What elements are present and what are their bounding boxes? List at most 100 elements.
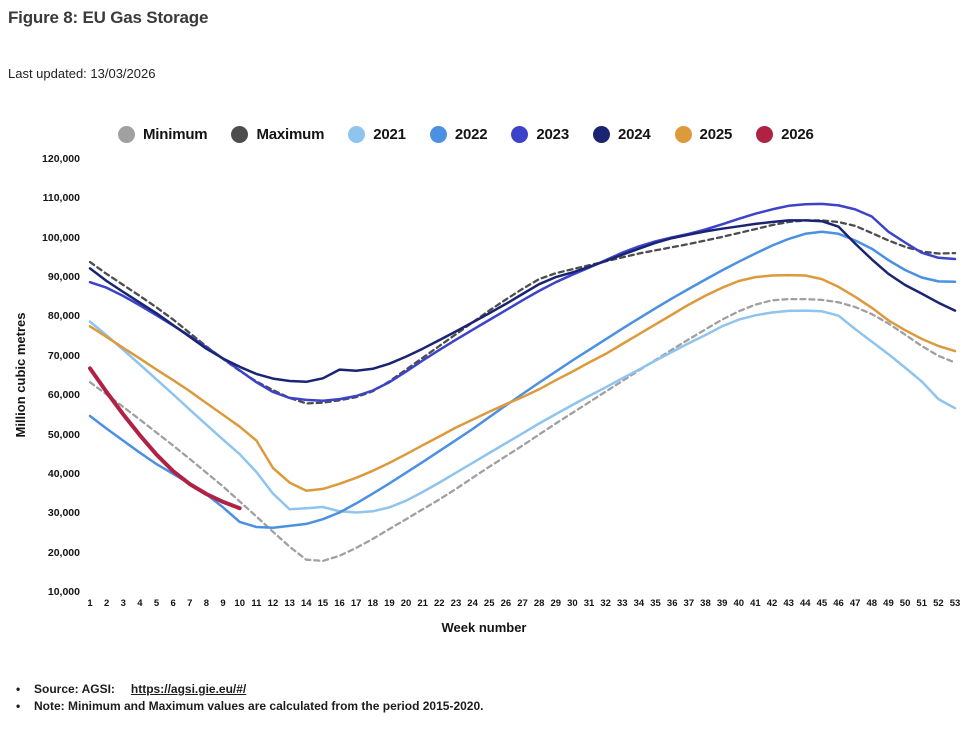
x-tick-label: 8 — [203, 598, 210, 609]
x-tick-label: 15 — [317, 598, 329, 609]
x-tick-label: 2 — [103, 598, 110, 609]
legend-label: 2024 — [617, 126, 651, 143]
x-tick-label: 45 — [816, 598, 828, 609]
x-tick-label: 25 — [483, 598, 495, 609]
x-tick-label: 29 — [550, 598, 562, 609]
bullet-icon: • — [16, 682, 21, 696]
x-tick-label: 47 — [849, 598, 861, 609]
legend-item-2021: 2021 — [348, 126, 406, 143]
x-tick-label: 39 — [716, 598, 728, 609]
x-tick-label: 35 — [650, 598, 661, 609]
legend-label: 2025 — [699, 126, 733, 143]
x-tick-label: 10 — [234, 598, 245, 609]
x-tick-label: 18 — [367, 598, 379, 609]
x-tick-label: 40 — [733, 598, 745, 609]
x-tick-label: 20 — [400, 598, 412, 609]
legend-label: 2022 — [454, 126, 488, 143]
x-tick-label: 32 — [600, 598, 611, 609]
x-tick-label: 6 — [170, 598, 176, 609]
last-updated-text: Last updated: 13/03/2026 — [8, 66, 156, 81]
x-tick-label: 34 — [633, 598, 645, 609]
x-tick-label: 28 — [533, 598, 545, 609]
legend-label: 2023 — [536, 126, 569, 143]
x-tick-label: 41 — [750, 598, 761, 609]
x-tick-label: 33 — [617, 598, 628, 609]
x-tick-label: 7 — [187, 598, 193, 609]
x-axis-title: Week number — [441, 620, 527, 635]
y-tick-label: 90,000 — [47, 271, 80, 284]
bullet-icon: • — [16, 699, 21, 713]
footer-notes: • Source: AGSI: https://agsi.gie.eu/#/ •… — [16, 682, 483, 716]
x-tick-label: 43 — [783, 598, 794, 609]
series-line-2024 — [88, 219, 957, 384]
y-tick-label: 120,000 — [42, 153, 80, 165]
x-tick-label: 37 — [683, 598, 695, 609]
series-line-2022 — [88, 230, 957, 530]
legend-marker-icon — [592, 126, 610, 143]
x-tick-label: 23 — [450, 598, 462, 609]
x-tick-label: 49 — [883, 598, 894, 609]
y-tick-label: 110,000 — [42, 192, 80, 205]
x-tick-label: 26 — [500, 598, 512, 609]
legend-item-2025: 2025 — [674, 126, 733, 143]
legend-marker-icon — [674, 126, 692, 143]
y-tick-label: 50,000 — [47, 428, 80, 441]
page-title: Figure 8: EU Gas Storage — [8, 8, 209, 27]
x-tick-label: 16 — [334, 598, 345, 609]
x-tick-label: 27 — [517, 598, 528, 609]
legend-marker-icon — [511, 126, 529, 143]
x-tick-label: 22 — [434, 598, 445, 609]
x-tick-label: 50 — [899, 598, 911, 609]
x-tick-label: 17 — [350, 598, 362, 609]
x-tick-label: 11 — [251, 598, 262, 609]
x-tick-label: 31 — [583, 598, 595, 609]
x-tick-label: 52 — [933, 598, 944, 609]
x-tick-label: 36 — [666, 598, 678, 609]
legend-item-minimum: Minimum — [118, 126, 208, 143]
x-tick-label: 24 — [467, 598, 478, 609]
y-tick-label: 80,000 — [47, 310, 80, 323]
legend-marker-icon — [118, 126, 135, 143]
x-tick-label: 48 — [866, 598, 878, 609]
y-tick-label: 20,000 — [47, 546, 80, 559]
source-label: Source: AGSI: — [34, 682, 115, 696]
legend-marker-icon — [429, 126, 447, 143]
y-tick-label: 60,000 — [47, 389, 80, 402]
legend-marker-icon — [756, 126, 774, 143]
series-line-2021 — [88, 309, 957, 514]
x-tick-label: 19 — [384, 598, 395, 609]
source-line: • Source: AGSI: https://agsi.gie.eu/#/ — [16, 682, 483, 696]
legend-label: 2026 — [781, 126, 814, 143]
note-line: • Note: Minimum and Maximum values are c… — [16, 699, 483, 713]
x-tick-label: 46 — [833, 598, 844, 609]
x-tick-label: 21 — [417, 598, 428, 609]
x-tick-label: 12 — [267, 598, 279, 609]
y-axis-title: Million cubic metres — [13, 312, 28, 438]
series-line-minimum — [88, 297, 957, 563]
legend-marker-icon — [348, 126, 366, 143]
x-tick-label: 1 — [87, 598, 93, 609]
y-tick-label: 100,000 — [42, 231, 80, 244]
x-tick-label: 14 — [300, 598, 312, 609]
legend-item-2022: 2022 — [429, 126, 488, 143]
x-tick-label: 53 — [949, 598, 961, 609]
source-link[interactable]: https://agsi.gie.eu/#/ — [130, 682, 247, 696]
legend-marker-icon — [231, 126, 249, 143]
legend-item-2024: 2024 — [592, 126, 651, 143]
legend-label: Minimum — [143, 126, 208, 143]
x-tick-label: 13 — [284, 598, 295, 609]
legend-label: Maximum — [256, 126, 325, 143]
series-line-2025 — [88, 273, 957, 493]
y-tick-label: 30,000 — [47, 507, 80, 520]
legend-item-2026: 2026 — [756, 126, 814, 143]
x-tick-label: 42 — [766, 598, 778, 609]
series-line-2026 — [88, 366, 242, 511]
legend-label: 2021 — [373, 126, 406, 143]
x-tick-label: 4 — [137, 598, 143, 609]
series-line-2023 — [88, 202, 957, 402]
x-tick-label: 3 — [120, 598, 126, 609]
y-tick-label: 10,000 — [47, 586, 80, 598]
x-tick-label: 44 — [799, 598, 811, 609]
